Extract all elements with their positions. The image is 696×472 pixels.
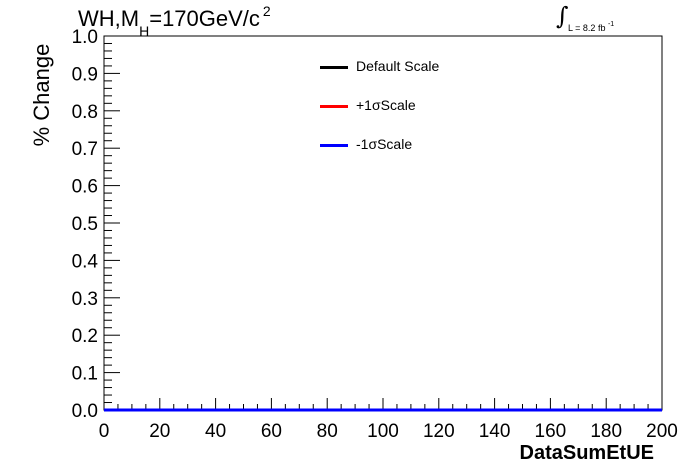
x-tick-label: 40: [205, 421, 226, 442]
x-tick-label: 140: [479, 421, 511, 442]
y-tick-label: 0.4: [72, 251, 99, 272]
x-axis-label: DataSumEtUE: [519, 442, 654, 464]
x-tick-label: 0: [99, 421, 110, 442]
y-tick-label: 0.8: [72, 102, 98, 123]
legend-line-plus-sigma: [320, 105, 348, 108]
x-tick-label: 180: [590, 421, 622, 442]
luminosity-text: L = 8.2 fb -1: [568, 21, 615, 33]
x-tick-label: 120: [423, 421, 455, 442]
luminosity-unit-superscript: -1: [607, 21, 615, 28]
integral-symbol: ∫: [556, 2, 569, 30]
x-tick-label: 200: [646, 421, 678, 442]
title-superscript: 2: [262, 3, 271, 19]
title-rest-text: =170GeV/c: [149, 6, 260, 31]
y-tick-label: 0.7: [72, 139, 98, 160]
y-tick-label: 0.3: [72, 289, 98, 310]
x-tick-label: 100: [367, 421, 399, 442]
x-tick-label: 80: [317, 421, 338, 442]
chart-title: WH,MH=170GeV/c 2: [78, 3, 271, 39]
title-subscript: H: [139, 23, 150, 39]
legend-label-default: Default Scale: [356, 58, 440, 74]
legend-label-plus-sigma: +1σScale: [356, 97, 416, 113]
y-tick-label: 0.9: [72, 64, 98, 85]
x-tick-label: 20: [149, 421, 170, 442]
legend-line-minus-sigma: [320, 144, 348, 147]
legend-label-minus-sigma: -1σScale: [356, 136, 413, 152]
y-tick-label: 0.6: [72, 177, 98, 198]
plot-frame: [103, 35, 663, 411]
luminosity-value: L = 8.2 fb: [568, 23, 606, 33]
x-tick-label: 160: [535, 421, 567, 442]
y-tick-label: 0.5: [72, 214, 98, 235]
x-tick-label: 60: [261, 421, 282, 442]
y-axis-label: % Change: [29, 43, 54, 147]
legend-line-default: [320, 66, 348, 69]
y-tick-label: 0.2: [72, 326, 98, 347]
y-tick-label: 1.0: [72, 27, 98, 48]
y-tick-label: 0.0: [72, 401, 98, 422]
y-tick-label: 0.1: [72, 364, 98, 385]
title-main-text: WH,M: [78, 6, 140, 31]
